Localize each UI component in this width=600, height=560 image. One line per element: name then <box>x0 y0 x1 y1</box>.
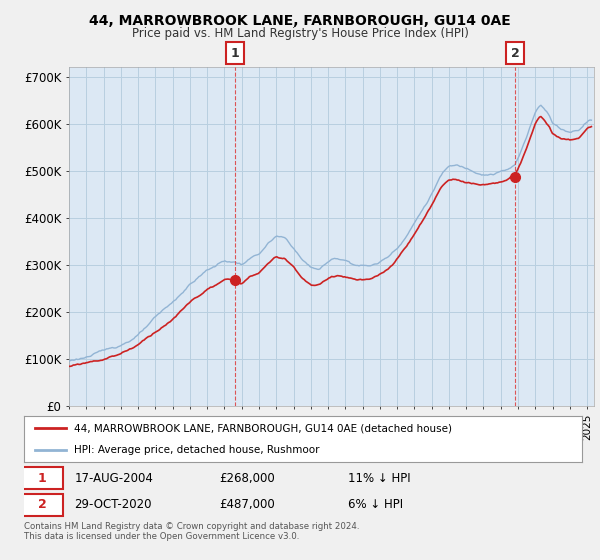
Text: Price paid vs. HM Land Registry's House Price Index (HPI): Price paid vs. HM Land Registry's House … <box>131 27 469 40</box>
Text: 44, MARROWBROOK LANE, FARNBOROUGH, GU14 0AE (detached house): 44, MARROWBROOK LANE, FARNBOROUGH, GU14 … <box>74 423 452 433</box>
Text: 6% ↓ HPI: 6% ↓ HPI <box>347 498 403 511</box>
Text: £268,000: £268,000 <box>220 472 275 484</box>
Text: 1: 1 <box>231 46 239 60</box>
Text: 1: 1 <box>38 472 47 484</box>
Text: 2: 2 <box>38 498 47 511</box>
Text: 11% ↓ HPI: 11% ↓ HPI <box>347 472 410 484</box>
FancyBboxPatch shape <box>21 493 63 516</box>
Text: Contains HM Land Registry data © Crown copyright and database right 2024.
This d: Contains HM Land Registry data © Crown c… <box>24 522 359 542</box>
FancyBboxPatch shape <box>21 467 63 489</box>
Text: 2: 2 <box>511 46 520 60</box>
Text: 44, MARROWBROOK LANE, FARNBOROUGH, GU14 0AE: 44, MARROWBROOK LANE, FARNBOROUGH, GU14 … <box>89 14 511 28</box>
Text: 17-AUG-2004: 17-AUG-2004 <box>74 472 153 484</box>
Text: HPI: Average price, detached house, Rushmoor: HPI: Average price, detached house, Rush… <box>74 445 320 455</box>
Text: £487,000: £487,000 <box>220 498 275 511</box>
Text: 29-OCT-2020: 29-OCT-2020 <box>74 498 152 511</box>
